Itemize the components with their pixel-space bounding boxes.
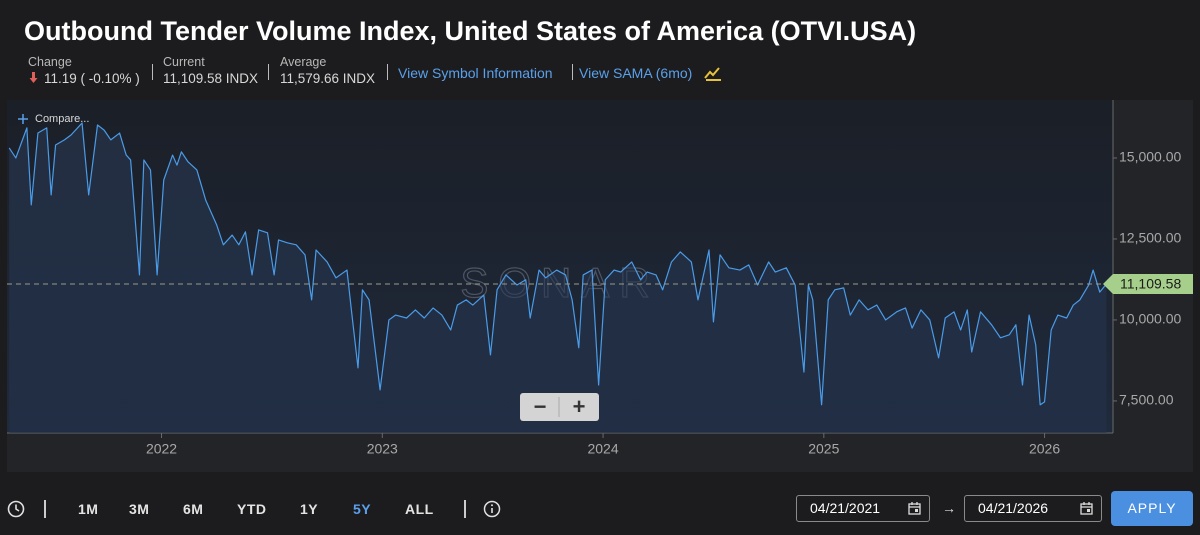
stat-value: 11,579.66 INDX <box>280 71 376 86</box>
y-tick-label: 7,500.00 <box>1119 392 1174 408</box>
end-date: 04/21/2026 <box>978 500 1049 516</box>
apply-button[interactable]: APPLY <box>1111 491 1193 526</box>
range-button[interactable]: 1M <box>78 501 99 517</box>
separator <box>268 64 269 80</box>
x-tick-label: 2024 <box>587 441 618 457</box>
range-button[interactable]: ALL <box>405 501 434 517</box>
stat-value: 11,109.58 INDX <box>163 71 259 86</box>
y-tick-label: 10,000.00 <box>1119 311 1181 327</box>
down-arrow-icon <box>29 72 38 83</box>
x-tick-label: 2023 <box>367 441 398 457</box>
sama-link[interactable]: View SAMA (6mo) <box>579 65 693 81</box>
page-title: Outbound Tender Volume Index, United Sta… <box>24 16 917 46</box>
range-button[interactable]: 1Y <box>300 501 319 517</box>
date-range-arrow: → <box>942 500 956 516</box>
zoom-controls: − + <box>520 393 599 421</box>
compare-button[interactable]: Compare... <box>18 113 89 125</box>
history-icon[interactable] <box>6 499 26 519</box>
range-button[interactable]: YTD <box>237 501 267 517</box>
reference-label: 11,109.58 <box>1120 276 1181 292</box>
calendar-icon <box>908 502 921 515</box>
y-tick-label: 15,000.00 <box>1119 149 1181 165</box>
chart: SONAR Compare... 7,500.0010,000.0012,500… <box>7 100 1193 472</box>
sama-icon <box>704 67 721 81</box>
start-date-input[interactable]: 04/21/2021 <box>796 495 930 522</box>
line <box>8 122 1107 406</box>
compare-label: Compare... <box>35 113 89 125</box>
plus-icon <box>18 114 28 124</box>
line-area <box>9 123 1107 433</box>
stat-label: Current <box>163 55 205 69</box>
stat-value: 11.19 ( -0.10% ) <box>44 71 140 86</box>
range-button[interactable]: 3M <box>129 501 150 517</box>
x-tick-label: 2026 <box>1029 441 1060 457</box>
range-button[interactable]: 6M <box>183 501 204 517</box>
zoom-in-button[interactable]: + <box>573 394 586 419</box>
stat-label: Average <box>280 55 327 69</box>
range-button[interactable]: 5Y <box>353 501 372 517</box>
symbol-info-link[interactable]: View Symbol Information <box>398 65 553 81</box>
end-date-input[interactable]: 04/21/2026 <box>964 495 1102 522</box>
x-tick-label: 2025 <box>808 441 839 457</box>
y-tick-label: 12,500.00 <box>1119 230 1181 246</box>
stat-label: Change <box>28 55 72 69</box>
reference-tag <box>1103 274 1193 295</box>
zoom-out-button[interactable]: − <box>534 394 547 419</box>
info-icon[interactable] <box>483 500 501 518</box>
separator <box>152 64 153 80</box>
calendar-icon <box>1080 502 1093 515</box>
x-tick-label: 2022 <box>146 441 177 457</box>
separator <box>387 64 388 80</box>
separator <box>464 500 466 518</box>
separator <box>572 64 573 80</box>
separator <box>44 500 46 518</box>
start-date: 04/21/2021 <box>810 500 881 516</box>
